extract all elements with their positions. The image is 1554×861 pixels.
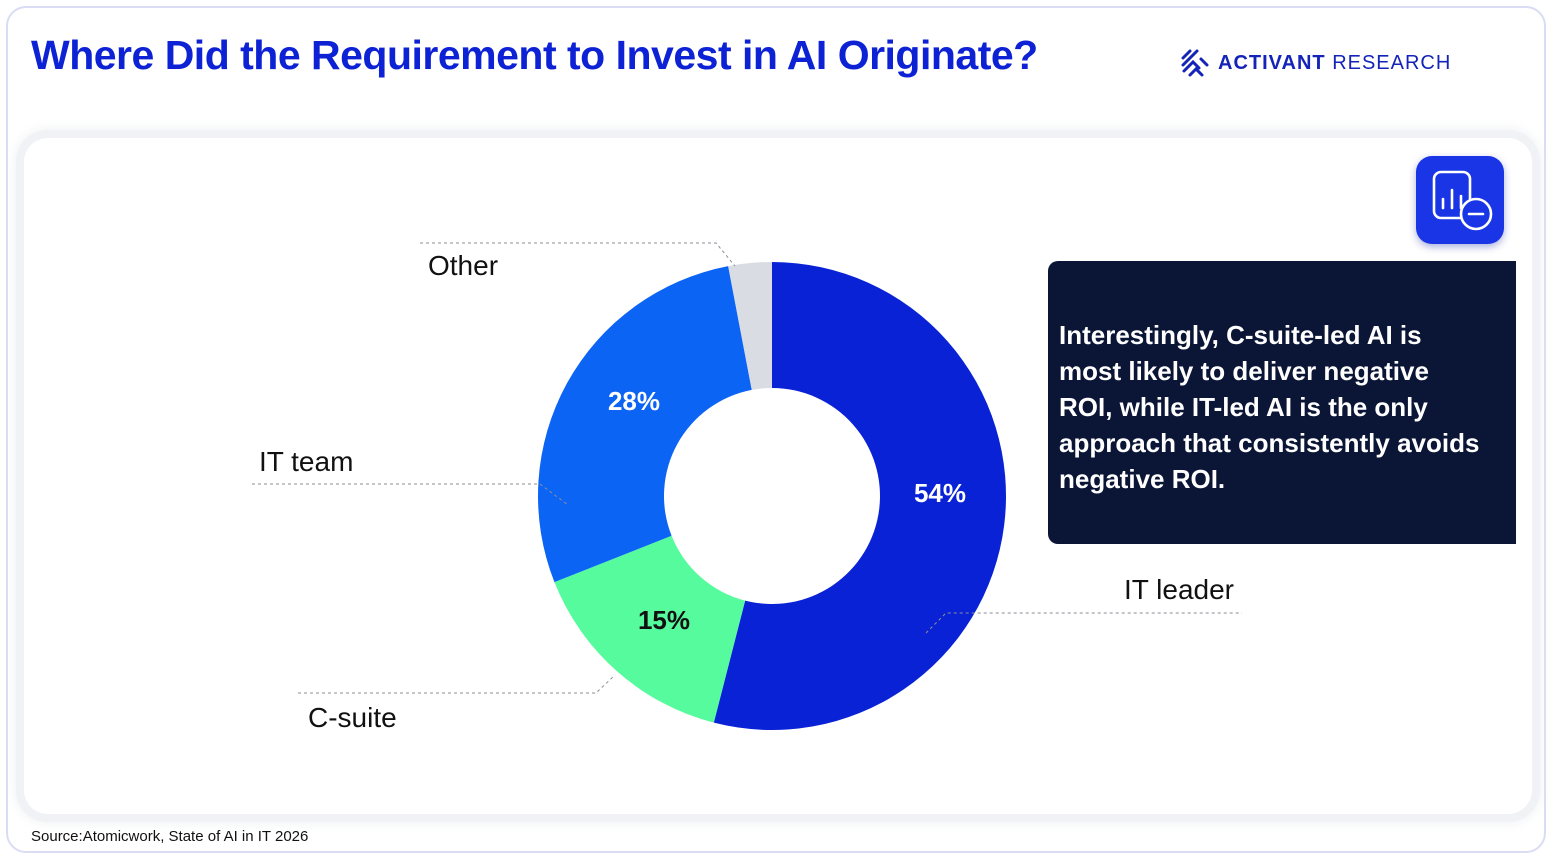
chart-badge — [1416, 156, 1504, 244]
page-title: Where Did the Requirement to Invest in A… — [31, 32, 1038, 78]
donut-slice-c-suite — [554, 535, 746, 723]
leader-line-c-suite — [298, 674, 616, 694]
pct-label-it-team: 28% — [608, 386, 660, 416]
pct-label-c-suite: 15% — [638, 605, 690, 635]
insight-callout: Interestingly, C-suite-led AI is most li… — [1048, 261, 1516, 544]
slice-label-c-suite: C-suite — [308, 702, 397, 733]
leader-line-it-leader — [925, 612, 1242, 634]
donut-slice-it-team — [538, 266, 752, 583]
donut-slice-it-leader — [713, 262, 1007, 730]
pct-label-it-leader: 54% — [914, 478, 966, 508]
slice-label-it-leader: IT leader — [1124, 574, 1234, 605]
brand-logo: ACTIVANT RESEARCH — [1180, 48, 1451, 78]
source-note: Source:Atomicwork, State of AI in IT 202… — [31, 828, 309, 845]
donut-slice-other — [728, 262, 772, 390]
slice-label-it-team: IT team — [259, 446, 353, 477]
leader-line-other — [420, 242, 736, 267]
activant-logo-icon — [1181, 49, 1209, 77]
leader-line-it-team — [252, 483, 569, 506]
chart-minus-icon — [1432, 170, 1493, 231]
callout-text: Interestingly, C-suite-led AI is most li… — [1059, 320, 1480, 494]
slice-label-other: Other — [428, 250, 498, 281]
brand-suffix: RESEARCH — [1332, 51, 1452, 74]
brand-name: ACTIVANT — [1218, 51, 1326, 74]
